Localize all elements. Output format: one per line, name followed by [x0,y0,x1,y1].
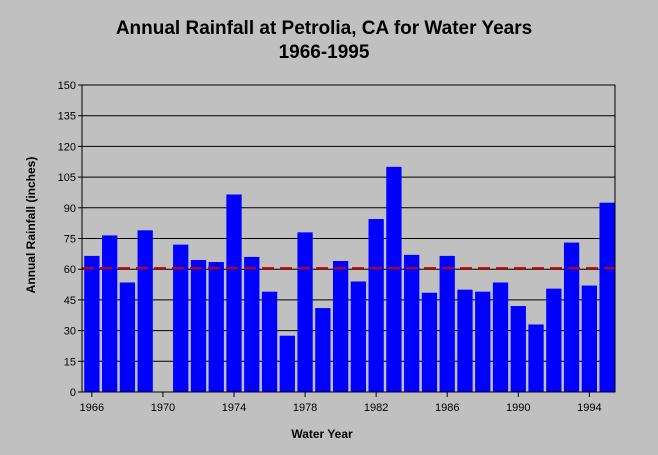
y-tick-label: 105 [58,172,76,184]
bar-1980 [332,261,349,392]
y-tick-label: 120 [58,141,76,153]
bar-1975 [244,256,260,392]
bar-1979 [315,308,331,392]
y-tick-label: 135 [58,111,76,123]
bar-1978 [297,232,313,392]
bar-1994 [581,285,597,392]
y-tick-label: 90 [64,203,76,215]
bar-1973 [208,262,224,392]
bar-1984 [404,254,420,392]
y-tick-labels: 0 15 30 45 60 75 90 105 120 135 150 [58,80,82,399]
y-tick-label: 75 [64,234,76,246]
bar-1991 [528,324,544,392]
y-tick-label: 45 [64,295,76,307]
bar-1992 [546,288,562,392]
bar-1985 [421,292,438,392]
x-tick-label: 1974 [222,402,246,414]
bar-1976 [261,291,278,392]
bar-1988 [475,291,491,392]
x-tick-label: 1978 [293,402,317,414]
y-tick-label: 150 [58,80,76,92]
bar-1982 [368,219,384,392]
bar-1968 [119,282,136,392]
bar-1972 [190,259,207,392]
x-tick-label: 1966 [80,402,104,414]
bar-1987 [457,289,473,392]
bars [84,166,615,392]
bar-1989 [492,282,509,392]
x-axis-label: Water Year [291,427,353,441]
y-tick-label: 0 [70,387,76,399]
y-tick-label: 15 [64,356,76,368]
bar-1990 [510,306,526,392]
chart-title: Annual Rainfall at Petrolia, CA for Wate… [116,18,532,39]
x-tick-label: 1982 [364,402,388,414]
bar-1966 [84,255,100,392]
y-tick-label: 30 [64,326,76,338]
x-tick-label: 1994 [577,402,601,414]
bar-1971 [173,244,189,392]
bar-1993 [563,242,580,392]
bar-1995 [599,202,615,392]
bar-1983 [386,166,402,392]
x-tick-label: 1970 [151,402,175,414]
bar-1967 [102,235,118,392]
bar-1974 [226,194,242,392]
y-axis-label: Annual Rainfall (inches) [24,157,38,294]
x-tick-label: 1990 [506,402,530,414]
bar-1977 [279,335,295,392]
chart-subtitle: 1966-1995 [279,42,370,63]
y-tick-label: 60 [64,264,76,276]
bar-1969 [137,230,153,392]
x-tick-labels: 1966 1970 1974 1978 1982 1986 1990 1994 [80,392,602,414]
bar-1986 [439,255,455,392]
x-tick-label: 1986 [435,402,459,414]
bar-1981 [350,281,367,392]
